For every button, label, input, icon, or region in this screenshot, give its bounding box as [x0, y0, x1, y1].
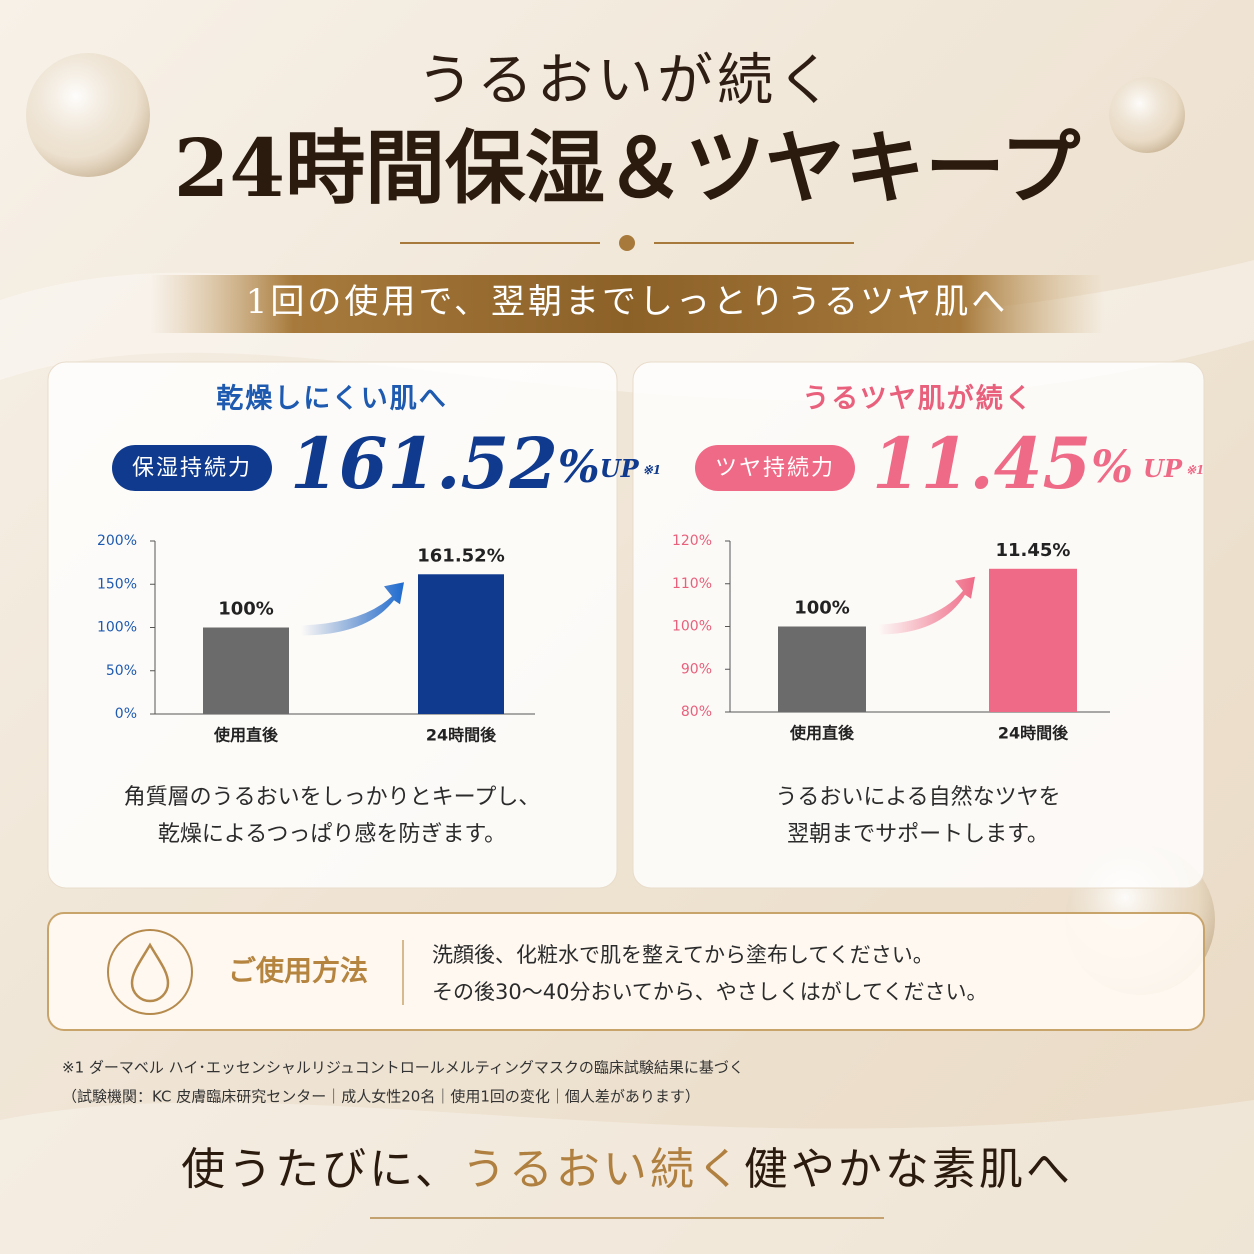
headline: 161.52%UP ※1 [290, 422, 661, 505]
headline-note: ※1 [643, 463, 661, 477]
increase-label: 11.45% [996, 540, 1071, 561]
tagline: 使うたびに、うるおい続く健やかな素肌へ [181, 1144, 1073, 1195]
x-tick-label: 24時間後 [998, 724, 1069, 743]
badge [695, 445, 855, 491]
y-tick-label: 200% [97, 533, 137, 549]
x-tick-label: 24時間後 [426, 726, 497, 745]
value-label: 161.52% [417, 545, 505, 566]
title-line2: 24時間保湿＆ツヤキープ [174, 121, 1081, 215]
headline-unit: % [558, 442, 600, 493]
card-description: うるおいによる自然なツヤを [775, 785, 1060, 810]
y-tick-label: 100% [672, 619, 712, 635]
card-description: 翌朝までサポートします。 [787, 822, 1049, 847]
usage-title: ご使用方法 [228, 954, 368, 987]
headline-note: ※1 [1186, 463, 1204, 477]
card-heading: うるツヤ肌が続く [802, 383, 1033, 415]
y-tick-label: 90% [681, 661, 712, 677]
headline-unit: % [1091, 442, 1133, 493]
drop-icon [130, 942, 170, 1003]
trend-arrow [878, 576, 975, 635]
y-tick-label: 150% [97, 576, 137, 592]
headline-suffix: UP [600, 454, 640, 483]
headline-value: 11.45 [872, 422, 1091, 505]
silk-wave [0, 1100, 1254, 1254]
y-tick-label: 80% [681, 704, 712, 720]
badge-text: ツヤ持続力 [715, 456, 835, 481]
card-description: 角質層のうるおいをしっかりとキープし、 [124, 785, 541, 810]
value-label: 100% [218, 599, 274, 620]
water-drop [1109, 77, 1185, 153]
footnote: （試験機関：KC 皮膚臨床研究センター｜成人女性20名｜使用1回の変化｜個人差が… [62, 1088, 700, 1106]
headline-suffix: UP [1143, 454, 1183, 483]
bar [778, 626, 866, 712]
banner-text: 1回の使用で、翌朝までしっとりうるツヤ肌へ [246, 282, 1009, 322]
y-tick-label: 50% [106, 663, 137, 679]
bar [989, 568, 1077, 712]
badge-text: 保湿持続力 [132, 456, 252, 481]
card-heading: 乾燥しにくい肌へ [216, 384, 447, 415]
x-tick-label: 使用直後 [789, 724, 855, 743]
x-tick-label: 使用直後 [213, 726, 279, 745]
y-tick-label: 100% [97, 620, 137, 636]
y-tick-label: 120% [672, 533, 712, 549]
usage-line: 洗顔後、化粧水で肌を整えてから塗布してください。 [432, 943, 934, 967]
title-line1: うるおいが続く [417, 49, 837, 114]
badge [112, 445, 272, 491]
tagline-part: 使うたびに、 [181, 1144, 462, 1195]
headline: 11.45% UP ※1 [872, 422, 1204, 505]
water-drop [26, 53, 150, 177]
usage-icon [107, 929, 193, 1015]
y-tick-label: 110% [672, 576, 712, 592]
usage-box [47, 912, 1205, 1031]
bar [203, 627, 289, 714]
card-description: 乾燥によるつっぱり感を防ぎます。 [158, 822, 506, 847]
trend-arrow [301, 582, 404, 636]
tagline-part: 健やかな素肌へ [744, 1144, 1073, 1195]
ornament-dot [619, 235, 635, 251]
usage-line: その後30〜40分おいてから、やさしくはがしてください。 [432, 980, 988, 1004]
y-tick-label: 0% [115, 706, 137, 722]
value-label: 100% [794, 598, 850, 619]
bar [418, 574, 504, 714]
footnote: ※1 ダーマベル ハイ･エッセンシャルリジュコントロールメルティングマスクの臨床… [62, 1059, 744, 1077]
tagline-highlight: うるおい続く [462, 1144, 744, 1195]
banner [150, 275, 1104, 333]
headline-value: 161.52 [290, 422, 558, 505]
